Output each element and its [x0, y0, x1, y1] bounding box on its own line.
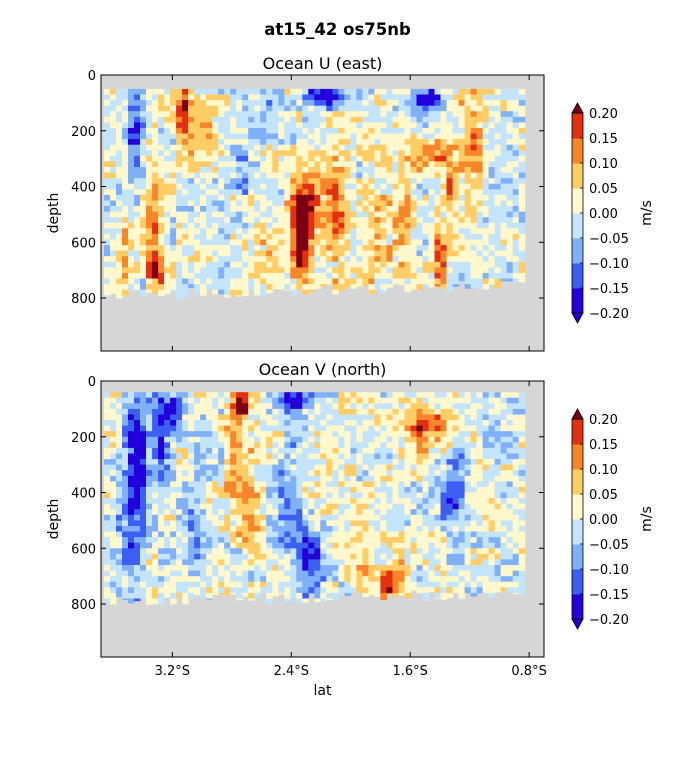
- x-tick-label: 0.8°S: [511, 664, 546, 679]
- colorbar-label: m/s: [639, 200, 655, 226]
- colorbar-tick-label: −0.15: [589, 282, 629, 297]
- x-tick-label: 2.4°S: [274, 664, 309, 679]
- colorbar-over-arrow: [571, 102, 584, 114]
- colorbar-segment: [572, 113, 583, 139]
- colorbar-segment: [572, 138, 583, 164]
- colorbar-segment: [572, 188, 583, 214]
- y-tick-label: 400: [71, 181, 96, 196]
- panel-title: Ocean V (north): [259, 360, 387, 379]
- colorbar-tick-label: −0.10: [589, 257, 629, 272]
- y-axis-label: depth: [46, 499, 62, 540]
- x-tick-label: 1.6°S: [392, 664, 427, 679]
- colorbar-segment: [572, 213, 583, 239]
- y-tick-label: 400: [71, 487, 96, 502]
- colorbar-label: m/s: [639, 506, 655, 532]
- colorbar-segment: [572, 444, 583, 470]
- colorbar-tick-label: 0.20: [589, 107, 618, 122]
- colorbar-tick-label: 0.00: [589, 513, 618, 528]
- axes-frame: [100, 380, 545, 658]
- x-axis-label: lat: [314, 683, 332, 699]
- panel-ocean-u: Ocean U (east) 0 200 400 600 800 depth: [46, 54, 545, 352]
- colorbar-segment: [572, 163, 583, 189]
- colorbar: 0.20 0.15 0.10 0.05 0.00 −0.05 −0.10 −0.15 −0.20…: [571, 102, 655, 324]
- colorbar-tick-label: 0.15: [589, 438, 618, 453]
- panel-title: Ocean U (east): [263, 54, 383, 73]
- colorbar-tick-label: −0.20: [589, 613, 629, 628]
- colorbar-tick-label: −0.20: [589, 307, 629, 322]
- colorbar-tick-label: 0.10: [589, 157, 618, 172]
- colorbar-segment: [572, 519, 583, 545]
- y-tick-label: 800: [71, 292, 96, 307]
- y-tick-label: 600: [71, 542, 96, 557]
- colorbar-segment: [572, 494, 583, 520]
- colorbar-tick-label: 0.00: [589, 207, 618, 222]
- colorbar-tick-label: −0.05: [589, 538, 629, 553]
- y-tick-label: 600: [71, 236, 96, 251]
- y-tick-label: 0: [88, 375, 96, 390]
- y-tick-label: 0: [88, 69, 96, 84]
- y-axis-label: depth: [46, 193, 62, 234]
- figure-title: at15_42 os75nb: [264, 20, 411, 39]
- colorbar-segment: [572, 594, 583, 620]
- colorbar-tick-label: 0.20: [589, 413, 618, 428]
- colorbar-over-arrow: [571, 408, 584, 420]
- colorbar-tick-label: 0.05: [589, 182, 618, 197]
- panel-ocean-v: Ocean V (north) 0 200 400 600 800 depth 3.2°S 2.…: [46, 360, 547, 699]
- y-tick-label: 200: [71, 431, 96, 446]
- heatmap-field: [104, 88, 526, 300]
- colorbar-tick-label: −0.05: [589, 232, 629, 247]
- colorbar-tick-label: 0.10: [589, 463, 618, 478]
- colorbar-segment: [572, 263, 583, 289]
- colorbar: 0.20 0.15 0.10 0.05 0.00 −0.05 −0.10 −0.15 −0.20…: [571, 408, 655, 630]
- colorbar-under-arrow: [571, 312, 584, 324]
- y-tick-label: 800: [71, 598, 96, 613]
- colorbar-segment: [572, 288, 583, 314]
- colorbar-tick-label: 0.15: [589, 132, 618, 147]
- colorbar-tick-label: 0.05: [589, 488, 618, 503]
- colorbar-under-arrow: [571, 618, 584, 630]
- y-tick-label: 200: [71, 125, 96, 140]
- axes-frame: [100, 74, 545, 352]
- x-tick-label: 3.2°S: [155, 664, 190, 679]
- colorbar-segment: [572, 419, 583, 445]
- colorbar-segment: [572, 569, 583, 595]
- colorbar-segment: [572, 469, 583, 495]
- colorbar-tick-label: −0.10: [589, 563, 629, 578]
- colorbar-segment: [572, 238, 583, 264]
- colorbar-segment: [572, 544, 583, 570]
- colorbar-tick-label: −0.15: [589, 588, 629, 603]
- heatmap-field: [104, 392, 526, 606]
